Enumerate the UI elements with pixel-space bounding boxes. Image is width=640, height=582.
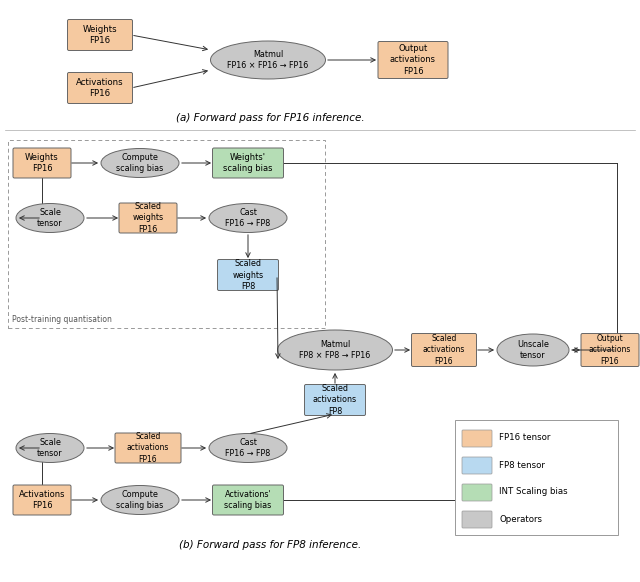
Text: Scaled
weights
FP8: Scaled weights FP8 <box>232 260 264 290</box>
FancyBboxPatch shape <box>305 385 365 416</box>
FancyBboxPatch shape <box>378 41 448 79</box>
Text: Operators: Operators <box>499 514 542 523</box>
Text: Scaled
activations
FP16: Scaled activations FP16 <box>127 432 169 464</box>
FancyBboxPatch shape <box>218 260 278 290</box>
FancyBboxPatch shape <box>462 457 492 474</box>
Text: Scaled
weights
FP16: Scaled weights FP16 <box>132 203 164 233</box>
Text: FP16 tensor: FP16 tensor <box>499 434 550 442</box>
Text: Compute
scaling bias: Compute scaling bias <box>116 490 164 510</box>
FancyBboxPatch shape <box>462 511 492 528</box>
Ellipse shape <box>209 434 287 463</box>
Text: Output
activations
FP16: Output activations FP16 <box>390 44 436 76</box>
FancyBboxPatch shape <box>462 484 492 501</box>
Text: Weights
FP16: Weights FP16 <box>25 153 59 173</box>
FancyBboxPatch shape <box>13 148 71 178</box>
Text: Activations
FP16: Activations FP16 <box>19 490 65 510</box>
FancyBboxPatch shape <box>67 73 132 104</box>
Text: Post-training quantisation: Post-training quantisation <box>12 315 112 324</box>
Text: Weights
FP16: Weights FP16 <box>83 25 117 45</box>
Text: Scale
tensor: Scale tensor <box>37 208 63 228</box>
Text: Unscale
tensor: Unscale tensor <box>517 340 549 360</box>
Text: Scale
tensor: Scale tensor <box>37 438 63 458</box>
Text: Matmul
FP16 × FP16 → FP16: Matmul FP16 × FP16 → FP16 <box>227 50 308 70</box>
FancyBboxPatch shape <box>212 485 284 515</box>
FancyBboxPatch shape <box>581 333 639 367</box>
FancyBboxPatch shape <box>115 433 181 463</box>
Text: Scaled
activations
FP16: Scaled activations FP16 <box>423 335 465 365</box>
Text: FP8 tensor: FP8 tensor <box>499 460 545 470</box>
Ellipse shape <box>101 485 179 514</box>
FancyBboxPatch shape <box>13 485 71 515</box>
Ellipse shape <box>101 148 179 178</box>
Text: Cast
FP16 → FP8: Cast FP16 → FP8 <box>225 208 271 228</box>
FancyBboxPatch shape <box>412 333 477 367</box>
Text: (a) Forward pass for FP16 inference.: (a) Forward pass for FP16 inference. <box>176 113 364 123</box>
Ellipse shape <box>16 434 84 463</box>
Ellipse shape <box>16 204 84 232</box>
Text: Matmul
FP8 × FP8 → FP16: Matmul FP8 × FP8 → FP16 <box>300 340 371 360</box>
Ellipse shape <box>497 334 569 366</box>
Text: INT Scaling bias: INT Scaling bias <box>499 488 568 496</box>
FancyBboxPatch shape <box>119 203 177 233</box>
Ellipse shape <box>211 41 326 79</box>
Text: Compute
scaling bias: Compute scaling bias <box>116 153 164 173</box>
Text: Activations
FP16: Activations FP16 <box>76 78 124 98</box>
Ellipse shape <box>209 204 287 232</box>
FancyBboxPatch shape <box>212 148 284 178</box>
FancyBboxPatch shape <box>67 20 132 51</box>
FancyBboxPatch shape <box>455 420 618 535</box>
Ellipse shape <box>278 330 392 370</box>
Text: (b) Forward pass for FP8 inference.: (b) Forward pass for FP8 inference. <box>179 540 361 550</box>
Text: Scaled
activations
FP8: Scaled activations FP8 <box>313 384 357 416</box>
Text: Activations'
scaling bias: Activations' scaling bias <box>225 490 271 510</box>
Text: Output
activations
FP16: Output activations FP16 <box>589 335 631 365</box>
FancyBboxPatch shape <box>462 430 492 447</box>
Text: Weights'
scaling bias: Weights' scaling bias <box>223 153 273 173</box>
Text: Cast
FP16 → FP8: Cast FP16 → FP8 <box>225 438 271 458</box>
